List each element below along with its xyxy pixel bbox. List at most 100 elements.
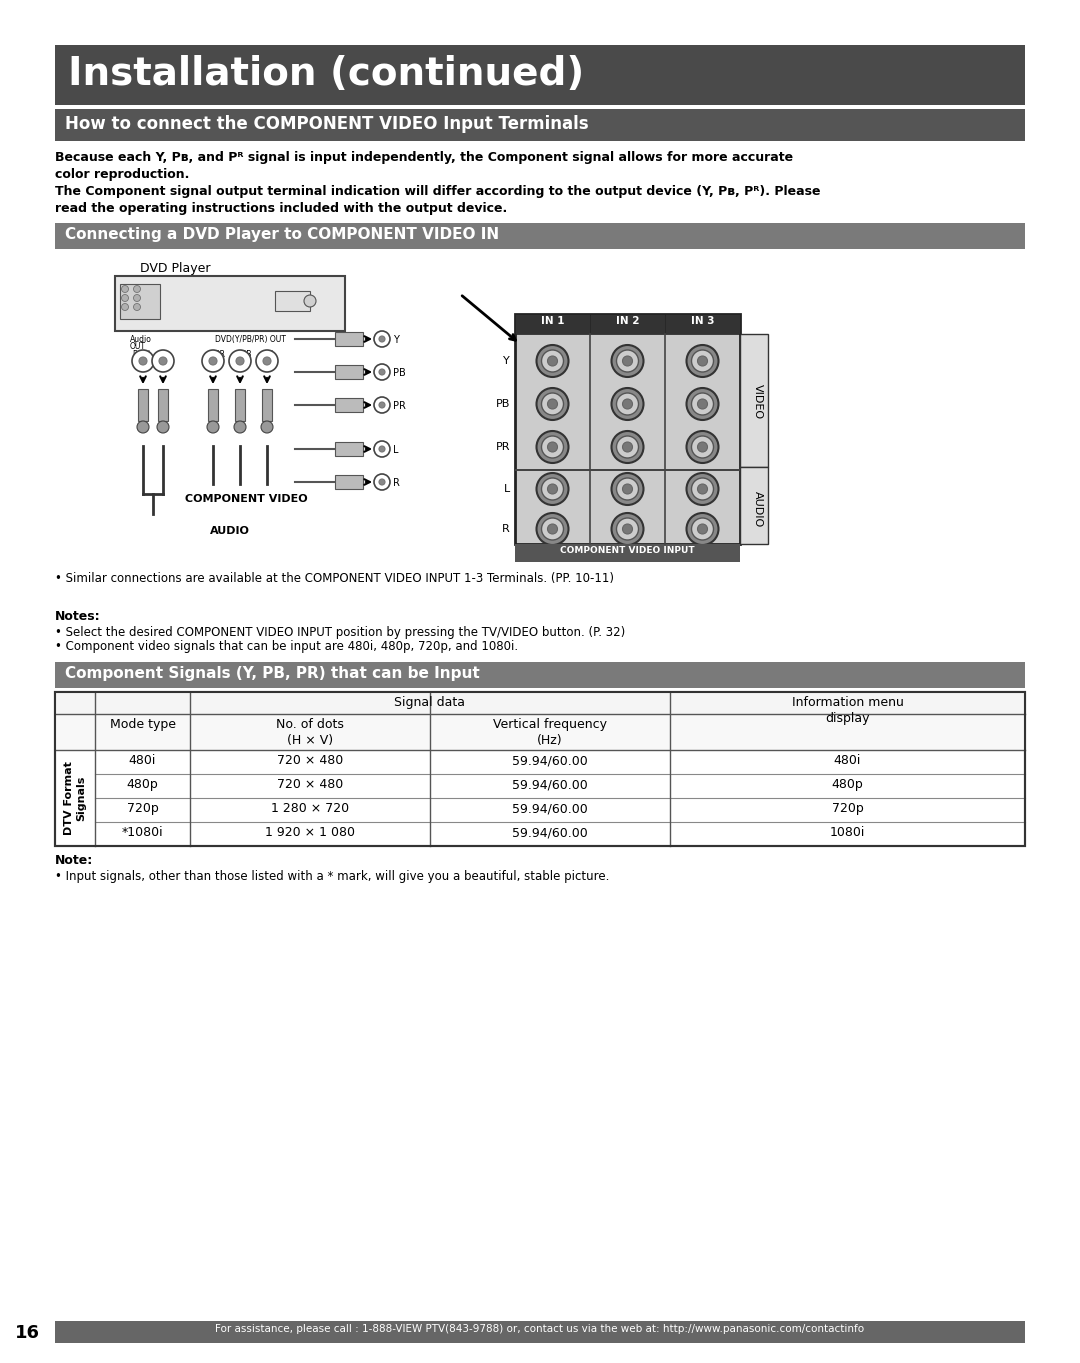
Circle shape [541, 436, 564, 458]
Circle shape [237, 357, 244, 365]
Text: 720 × 480: 720 × 480 [276, 754, 343, 767]
Circle shape [379, 369, 384, 375]
Text: PR       PB       Y: PR PB Y [215, 350, 272, 358]
Bar [235, 388, 245, 421]
Text: 59.94/60.00: 59.94/60.00 [512, 754, 588, 767]
Circle shape [134, 285, 140, 293]
Text: COMPONENT VIDEO INPUT: COMPONENT VIDEO INPUT [561, 547, 694, 555]
Circle shape [617, 436, 638, 458]
Bar [275, 290, 310, 311]
Circle shape [379, 402, 384, 408]
Bar [120, 284, 160, 319]
Text: COMPONENT VIDEO: COMPONENT VIDEO [185, 493, 308, 504]
Text: *1080i: *1080i [122, 826, 163, 840]
Bar [55, 692, 1025, 846]
Text: L: L [503, 484, 510, 493]
Text: For assistance, please call : 1-888-VIEW PTV(843-9788) or, contact us via the we: For assistance, please call : 1-888-VIEW… [215, 1323, 865, 1334]
Circle shape [379, 337, 384, 342]
Text: PR: PR [393, 401, 406, 412]
Circle shape [121, 294, 129, 301]
Circle shape [548, 356, 557, 367]
Circle shape [548, 442, 557, 453]
Bar [55, 692, 1025, 714]
Circle shape [202, 350, 224, 372]
Circle shape [698, 356, 707, 367]
Text: Because each Y, Pʙ, and Pᴿ signal is input independently, the Component signal a: Because each Y, Pʙ, and Pᴿ signal is inp… [55, 151, 793, 181]
Text: The Component signal output terminal indication will differ according to the out: The Component signal output terminal ind… [55, 185, 821, 215]
Circle shape [622, 442, 633, 453]
Bar [515, 313, 590, 334]
Text: 59.94/60.00: 59.94/60.00 [512, 801, 588, 815]
Bar [262, 388, 272, 421]
Circle shape [687, 512, 718, 545]
Circle shape [691, 518, 714, 540]
Text: PB: PB [393, 368, 406, 378]
Bar [55, 662, 1025, 688]
Bar [515, 313, 740, 544]
Text: 480p: 480p [832, 778, 863, 791]
Text: Audio: Audio [130, 335, 152, 343]
Circle shape [698, 523, 707, 534]
Circle shape [537, 512, 568, 545]
Circle shape [134, 304, 140, 311]
Bar [208, 388, 218, 421]
Text: PB: PB [496, 399, 510, 409]
Circle shape [687, 345, 718, 378]
Text: IN 2: IN 2 [616, 316, 639, 326]
Bar [55, 692, 1025, 846]
Circle shape [537, 431, 568, 463]
Text: IN 3: IN 3 [691, 316, 714, 326]
Circle shape [132, 350, 154, 372]
Circle shape [374, 442, 390, 457]
Circle shape [264, 357, 271, 365]
Text: 720 × 480: 720 × 480 [276, 778, 343, 791]
Circle shape [303, 294, 316, 307]
Circle shape [379, 478, 384, 485]
Circle shape [691, 350, 714, 372]
Circle shape [537, 345, 568, 378]
Circle shape [374, 364, 390, 380]
Circle shape [698, 399, 707, 409]
Bar [335, 398, 363, 412]
Text: IN 1: IN 1 [541, 316, 564, 326]
Text: 59.94/60.00: 59.94/60.00 [512, 778, 588, 791]
Text: R    L: R L [133, 350, 152, 358]
Circle shape [537, 473, 568, 506]
Circle shape [687, 473, 718, 506]
Circle shape [611, 473, 644, 506]
Text: AUDIO: AUDIO [210, 526, 249, 536]
Text: OUT: OUT [130, 342, 146, 352]
Circle shape [134, 294, 140, 301]
Circle shape [611, 345, 644, 378]
Text: 1080i: 1080i [829, 826, 865, 840]
Circle shape [541, 393, 564, 414]
Circle shape [617, 518, 638, 540]
Circle shape [691, 478, 714, 500]
Circle shape [379, 446, 384, 453]
Bar [665, 313, 740, 334]
Bar [138, 388, 148, 421]
Text: • Select the desired COMPONENT VIDEO INPUT position by pressing the TV/VIDEO but: • Select the desired COMPONENT VIDEO INP… [55, 626, 625, 639]
Text: Y: Y [393, 335, 399, 345]
Circle shape [159, 357, 167, 365]
Circle shape [374, 474, 390, 491]
Circle shape [687, 431, 718, 463]
Bar [158, 388, 168, 421]
Circle shape [611, 388, 644, 420]
Text: DVD Player: DVD Player [139, 262, 211, 275]
Bar [55, 224, 1025, 249]
Bar [515, 544, 740, 562]
Circle shape [207, 421, 219, 433]
Circle shape [537, 388, 568, 420]
Circle shape [611, 512, 644, 545]
Circle shape [548, 523, 557, 534]
Circle shape [234, 421, 246, 433]
Circle shape [698, 442, 707, 453]
Text: Note:: Note: [55, 855, 93, 867]
Circle shape [374, 397, 390, 413]
Bar [55, 109, 1025, 140]
Text: PR: PR [496, 442, 510, 453]
Bar [740, 468, 768, 544]
Circle shape [548, 484, 557, 493]
Text: How to connect the COMPONENT VIDEO Input Terminals: How to connect the COMPONENT VIDEO Input… [65, 114, 589, 134]
